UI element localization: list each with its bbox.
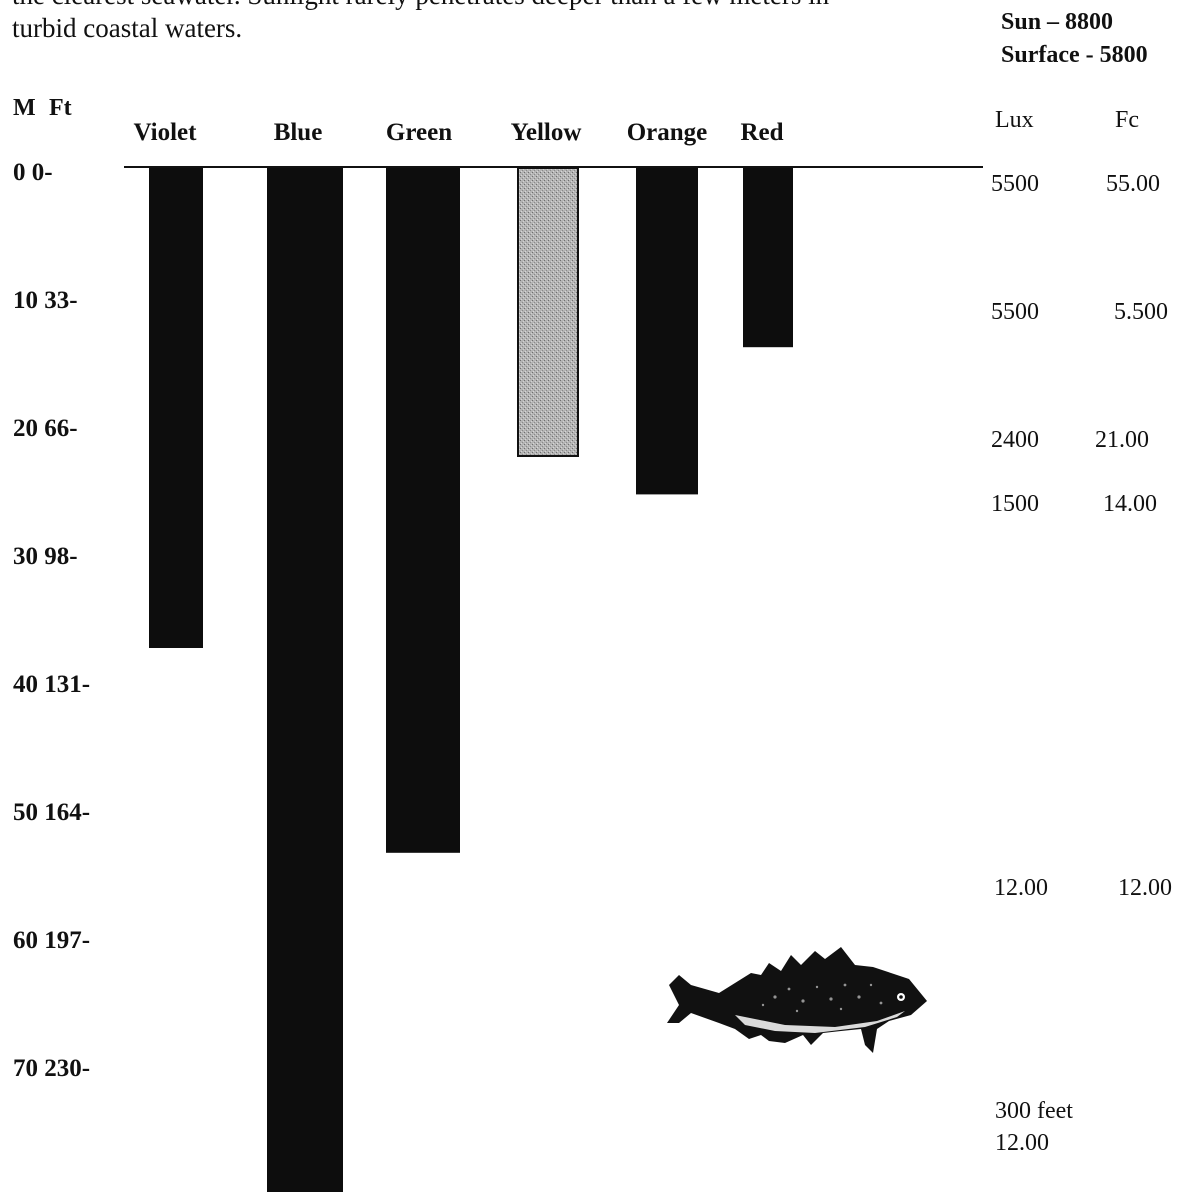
category-label-green: Green (385, 119, 453, 146)
lux-value: 12.00 (994, 875, 1048, 901)
bar-red (743, 168, 793, 348)
intro-text-line-2: turbid coastal waters. (12, 13, 243, 43)
category-label-yellow: Yellow (510, 119, 582, 146)
y-tick-label: 50 164- (13, 799, 91, 826)
fish-icon (667, 947, 927, 1053)
sun-light-level: Sun – 8800 (1001, 9, 1114, 35)
bar-green (386, 168, 460, 853)
lux-value: 2400 (991, 427, 1039, 453)
category-label-orange: Orange (626, 119, 708, 146)
y-tick-label: 10 33- (13, 287, 78, 314)
y-tick-label: 0 0- (13, 159, 53, 186)
category-label-red: Red (740, 119, 784, 146)
category-label-violet: Violet (133, 119, 197, 146)
fc-value: 21.00 (1095, 427, 1149, 453)
bar-violet (149, 168, 203, 648)
surface-light-level: Surface - 5800 (1001, 42, 1148, 68)
y-tick-label: 20 66- (13, 415, 78, 442)
y-tick-label: 70 230- (13, 1055, 91, 1082)
y-axis-label-feet: Ft (49, 95, 72, 121)
bar-yellow (517, 167, 579, 457)
intro-text-line-1: the clearest seawater. Sunlight rarely p… (12, 0, 829, 9)
fc-value: 5.500 (1114, 299, 1168, 325)
lux-value: 1500 (991, 491, 1039, 517)
fc-value: 14.00 (1103, 491, 1157, 517)
depth-footnote-value: 12.00 (995, 1130, 1049, 1156)
y-axis-label-meters: M (13, 95, 36, 121)
lux-column-header: Lux (995, 107, 1034, 133)
bars (149, 167, 793, 1192)
depth-footnote: 300 feet (995, 1098, 1073, 1124)
fc-value: 12.00 (1118, 875, 1172, 901)
lux-value: 5500 (991, 299, 1039, 325)
y-tick-label: 40 131- (13, 671, 91, 698)
category-label-blue: Blue (273, 119, 323, 146)
y-tick-label: 60 197- (13, 927, 91, 954)
bar-blue (267, 168, 343, 1192)
bar-orange (636, 168, 698, 495)
lux-value: 5500 (991, 171, 1039, 197)
y-tick-label: 30 98- (13, 543, 78, 570)
fc-value: 55.00 (1106, 171, 1160, 197)
fc-column-header: Fc (1115, 107, 1139, 133)
